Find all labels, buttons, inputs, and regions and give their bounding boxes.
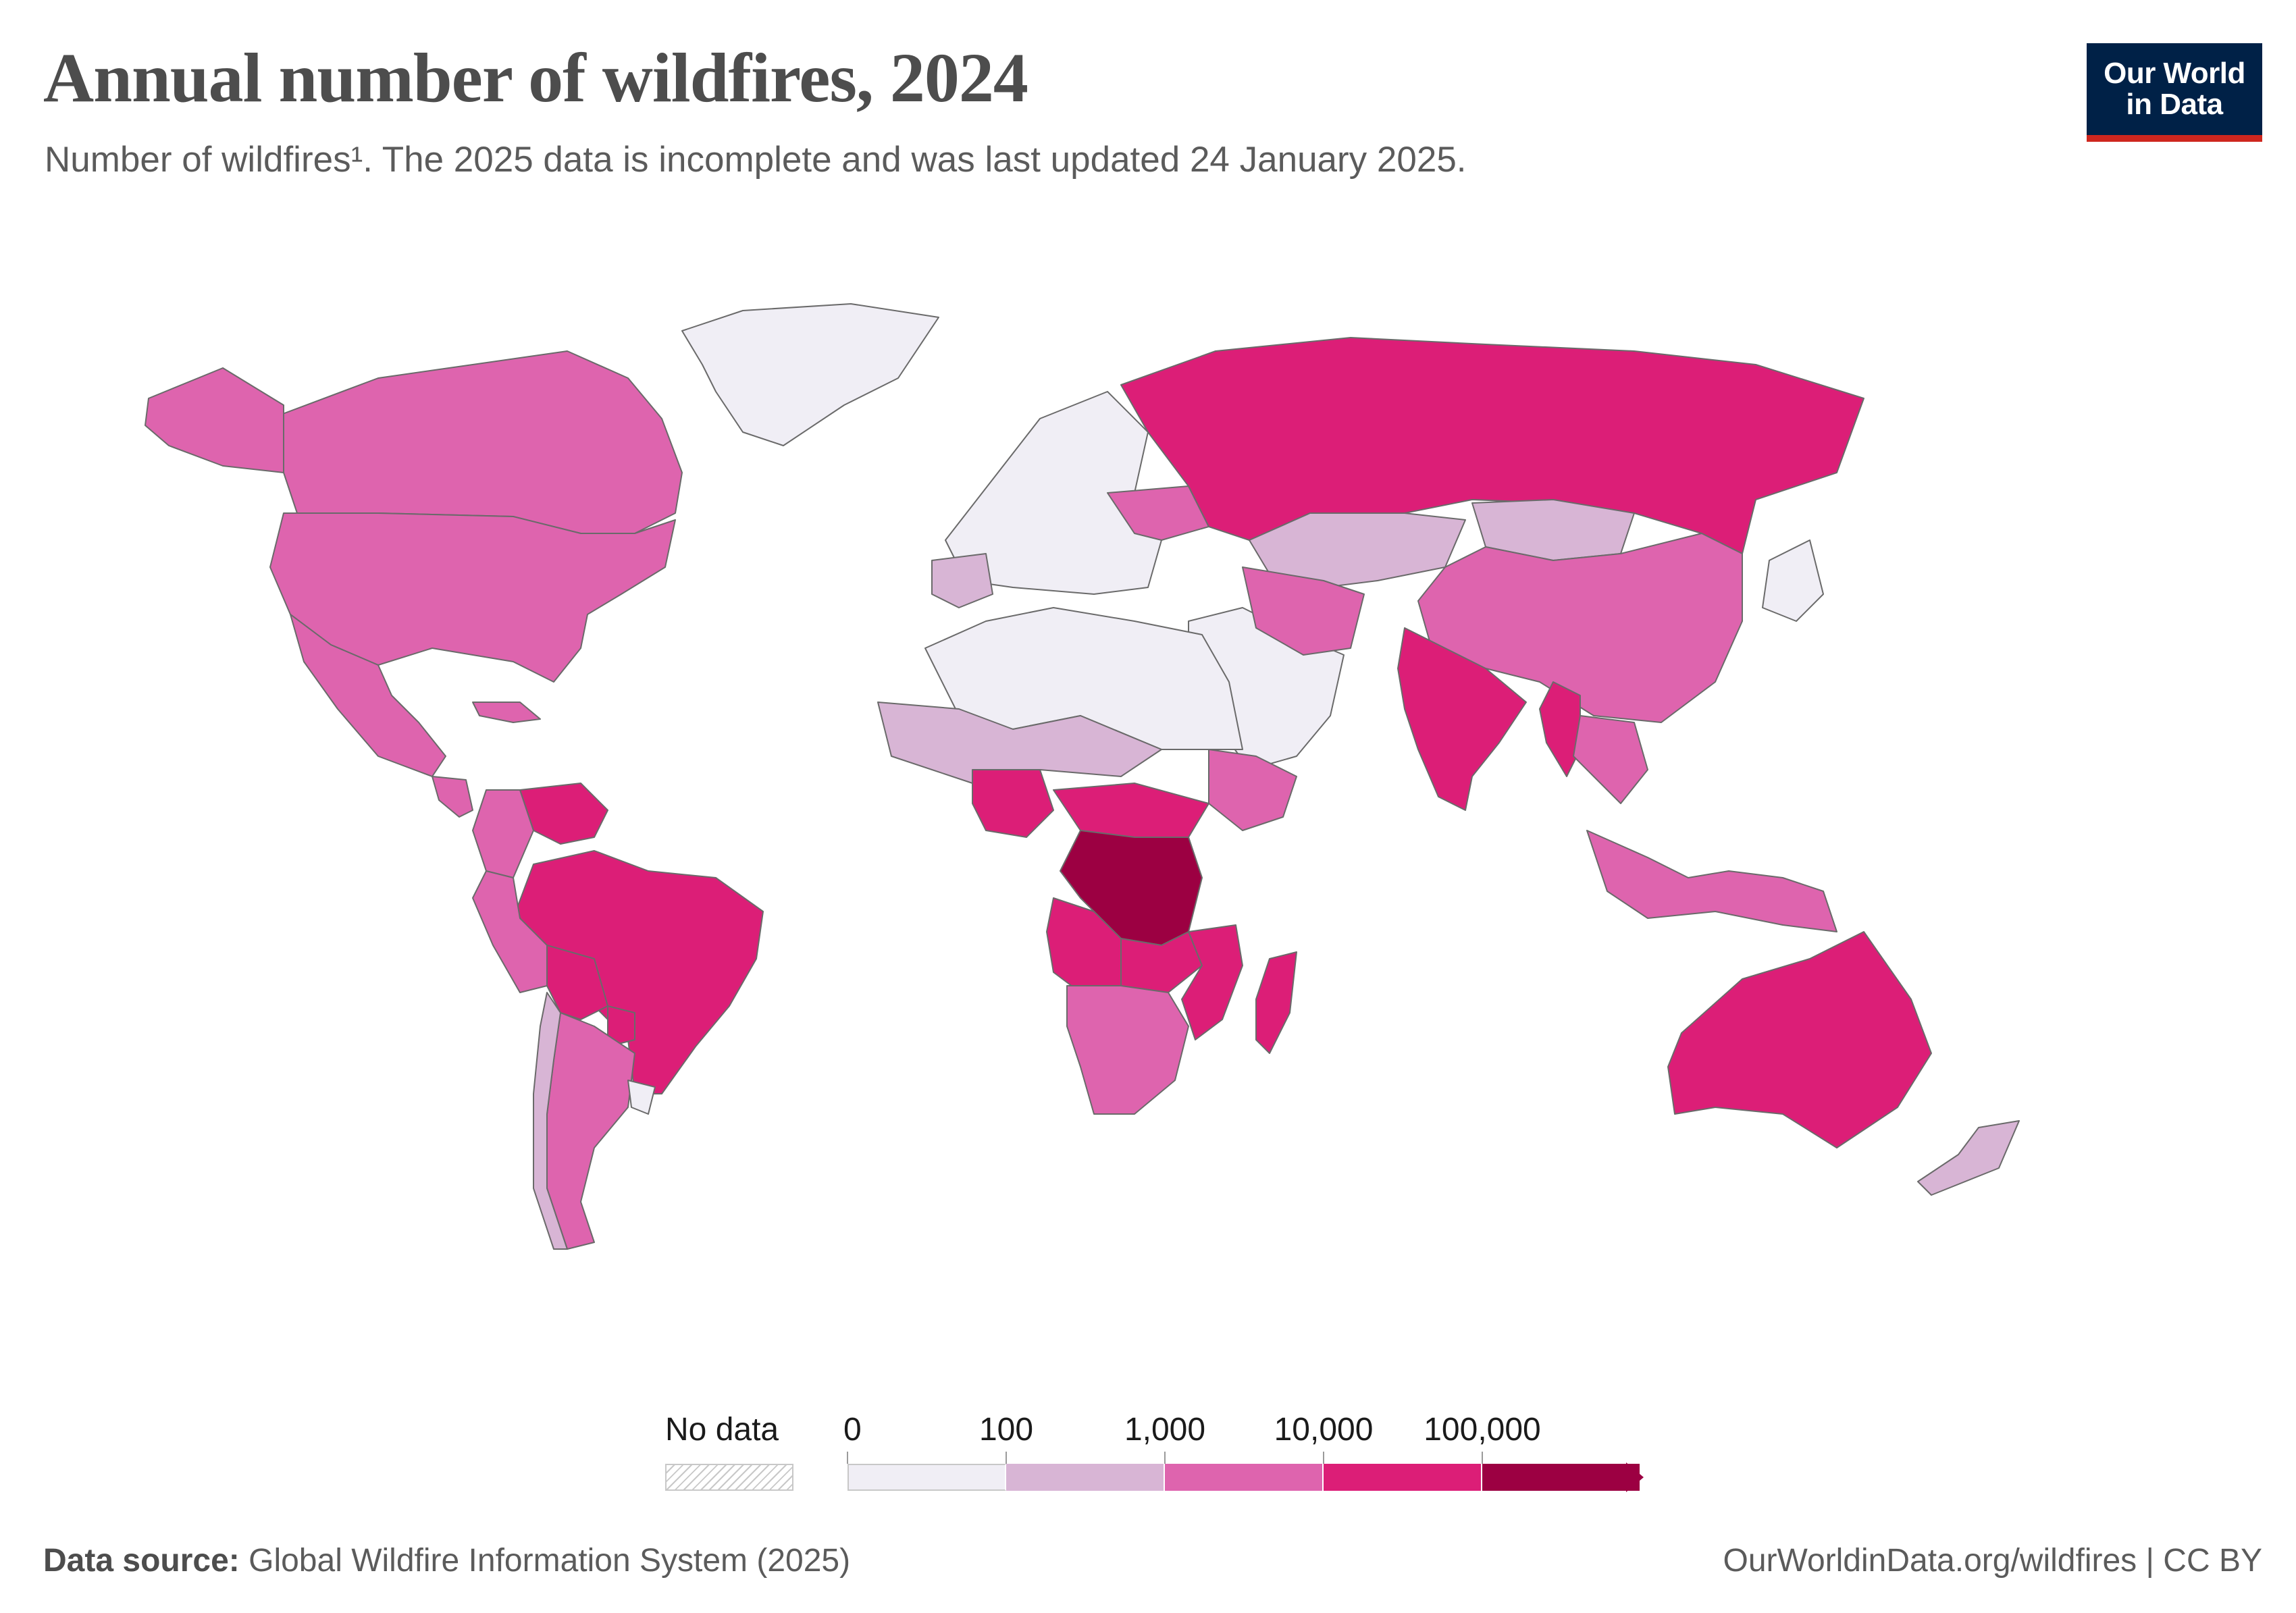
country-ethiopia[interactable] [1208,749,1297,831]
country-argentina[interactable] [546,1012,635,1250]
country-myanmar[interactable] [1539,681,1581,777]
country-southern-africa[interactable] [1066,985,1189,1115]
legend-tick-label: 100 [979,1412,1034,1448]
country-japan[interactable] [1762,539,1824,622]
country-southeast-asia[interactable] [1573,715,1648,804]
data-source: Data source: Global Wildfire Information… [43,1542,850,1579]
country-chile[interactable] [533,992,568,1250]
country-alaska[interactable] [145,367,284,473]
country-sahel[interactable] [877,702,1162,784]
legend-bin-4[interactable] [1482,1464,1641,1491]
scale-arrow-icon [1626,1462,1644,1492]
legend-tick-label: 10,000 [1274,1412,1374,1448]
country-india[interactable] [1397,627,1527,811]
legend-bin-2[interactable] [1165,1464,1324,1491]
country-ukraine[interactable] [1107,485,1209,541]
legend-tick-mark [1482,1452,1483,1464]
country-peru[interactable] [472,870,548,993]
country-mozambique[interactable] [1181,924,1243,1040]
country-canada[interactable] [269,350,683,534]
legend-tick-mark [1164,1452,1166,1464]
country-colombia[interactable] [472,789,534,878]
legend-tick-label: 0 [843,1412,862,1448]
country-indonesia[interactable] [1586,830,1837,932]
source-url[interactable]: OurWorldinData.org/wildfires | CC BY [1723,1543,2263,1579]
legend-tick-label: 100,000 [1424,1412,1541,1448]
country-uruguay[interactable] [627,1080,656,1115]
legend-bin-1[interactable] [1006,1464,1165,1491]
country-central-america[interactable] [432,776,473,818]
country-madagascar[interactable] [1255,951,1297,1054]
source-label: Data source: [43,1543,240,1579]
legend-tick-mark [1006,1452,1007,1464]
logo-line-1: Our World [2104,56,2245,90]
source-text[interactable]: Global Wildfire Information System (2025… [239,1543,851,1579]
country-mexico[interactable] [290,614,446,777]
country-greenland[interactable] [681,303,939,446]
no-data-label: No data [665,1412,779,1448]
legend-tick-mark [847,1452,848,1464]
country-central-african-rep[interactable] [1053,783,1209,838]
legend-tick-label: 1,000 [1124,1412,1206,1448]
world-map[interactable] [0,284,2296,1310]
country-venezuela[interactable] [519,783,608,845]
chart-subtitle: Number of wildfires¹. The 2025 data is i… [45,140,1467,180]
country-spain[interactable] [931,553,993,608]
owid-logo[interactable]: Our World in Data [2087,43,2262,142]
country-nigeria[interactable] [972,769,1054,838]
country-cuba[interactable] [472,702,541,723]
legend-tick-mark [1323,1452,1324,1464]
no-data-swatch[interactable] [665,1464,793,1491]
legend-bin-0[interactable] [847,1464,1006,1491]
logo-line-2: in Data [2126,88,2223,121]
chart-title: Annual number of wildfires, 2024 [43,39,1028,117]
legend-bin-3[interactable] [1324,1464,1482,1491]
country-new-zealand[interactable] [1917,1120,2020,1196]
map-legend: No data 0 100 1,000 10,000 100,000 [0,1391,2296,1492]
country-paraguay[interactable] [607,1005,635,1047]
country-australia[interactable] [1667,931,1932,1148]
country-iran[interactable] [1242,566,1365,656]
